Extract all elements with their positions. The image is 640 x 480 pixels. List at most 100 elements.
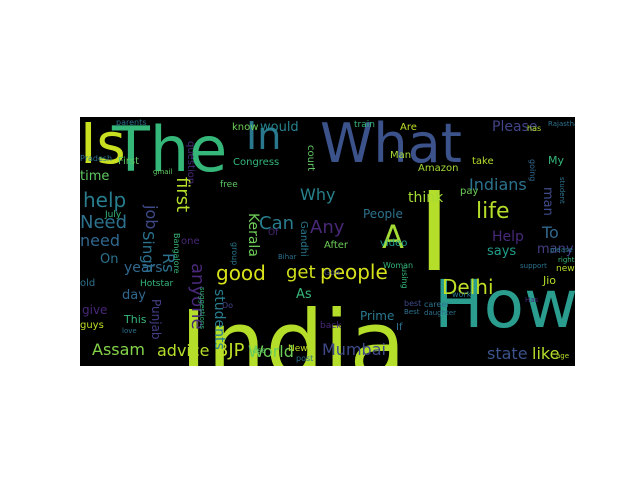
cloud-word: people [320, 260, 388, 284]
cloud-word: As [296, 287, 312, 302]
cloud-word: Need [80, 212, 128, 233]
cloud-word: Bihar [278, 253, 297, 261]
cloud-word: Goa [324, 268, 340, 277]
cloud-word: day [122, 288, 146, 303]
cloud-word: Indians [469, 175, 527, 194]
cloud-word: Jio [543, 274, 557, 287]
cloud-word: post [296, 354, 314, 363]
cloud-word: get [286, 262, 316, 283]
cloud-word: would [260, 120, 299, 135]
cloud-word: career [424, 300, 450, 309]
cloud-word: job [142, 205, 161, 230]
cloud-word: use [252, 346, 267, 355]
cloud-word: please [550, 246, 573, 254]
cloud-word: help [83, 188, 127, 212]
word-cloud: IndiaIndianWhatITheHowIsInApeopleDelhige… [80, 117, 575, 366]
cloud-word: Any [310, 217, 345, 238]
cloud-word: pay [460, 186, 479, 197]
cloud-word: state [487, 344, 528, 363]
cloud-word: Man [390, 150, 412, 161]
cloud-word: suggestions [198, 287, 206, 329]
cloud-word: know [232, 122, 259, 133]
cloud-word: Can [259, 213, 295, 234]
cloud-word: Best [404, 308, 420, 316]
cloud-word: World [248, 342, 294, 361]
cloud-word: going [528, 159, 537, 182]
cloud-word: Do [222, 301, 234, 310]
cloud-word: BJP [216, 340, 245, 361]
cloud-word: work [452, 290, 472, 299]
cloud-word: Congress [233, 157, 280, 168]
cloud-word: Kerala [245, 213, 261, 257]
cloud-word: has [527, 124, 542, 133]
cloud-word: love [122, 327, 137, 335]
cloud-word: On [100, 252, 119, 267]
cloud-word: court [305, 145, 316, 171]
cloud-word: Delhi [442, 275, 494, 299]
cloud-word: years [124, 260, 163, 276]
cloud-word: life [476, 199, 510, 224]
cloud-word: man [540, 187, 555, 216]
cloud-word: support [520, 262, 547, 270]
cloud-word: students [211, 289, 227, 350]
cloud-word: like [532, 344, 560, 363]
cloud-word: Of [268, 228, 279, 238]
cloud-word: Pradesh [80, 154, 113, 163]
cloud-word: Punjab [149, 299, 163, 340]
cloud-word: good [216, 261, 266, 285]
cloud-word: daughter [424, 309, 456, 317]
cloud-word: My [548, 154, 565, 167]
cloud-word: advice [157, 341, 210, 360]
cloud-word: If [396, 322, 403, 333]
cloud-word: says [487, 244, 517, 259]
cloud-word: Help [492, 229, 524, 245]
cloud-word: This [124, 313, 147, 326]
cloud-word: take [472, 156, 494, 167]
cloud-word: What [320, 117, 462, 175]
cloud-word: Is [80, 117, 126, 177]
cloud-word: In [246, 117, 282, 158]
cloud-word: right [558, 256, 575, 264]
cloud-word: many [537, 242, 574, 257]
cloud-word: Why [300, 185, 336, 204]
cloud-word: Has [525, 296, 539, 304]
cloud-word: Hotstar [140, 279, 174, 289]
cloud-word: Mumbai [322, 340, 386, 359]
cloud-word: New [288, 344, 308, 354]
cloud-word: give [82, 303, 108, 317]
cloud-word: Please [492, 119, 538, 135]
cloud-word: After [324, 240, 349, 251]
cloud-word: question [185, 141, 196, 185]
cloud-word: Bangalore [172, 233, 181, 274]
cloud-word: Amazon [418, 163, 459, 174]
cloud-word: India [180, 291, 406, 367]
cloud-word: train [354, 120, 375, 130]
cloud-word: Woman [383, 261, 414, 270]
cloud-word: age [556, 352, 570, 360]
cloud-word: To [542, 223, 559, 242]
cloud-word: guys [80, 320, 104, 331]
cloud-word: Are [400, 122, 417, 133]
cloud-word: Rajasthan [548, 120, 575, 128]
cloud-word: First [118, 156, 140, 167]
cloud-word: July [105, 210, 122, 220]
cloud-word: time [80, 169, 110, 184]
cloud-word: think [408, 190, 444, 206]
cloud-word: back [320, 321, 342, 331]
cloud-word: A [382, 218, 404, 256]
cloud-word: parents [116, 118, 147, 127]
cloud-word: Prime [360, 309, 395, 323]
cloud-word: need [80, 231, 120, 250]
cloud-word: one [181, 236, 200, 247]
cloud-word: new [556, 264, 575, 274]
cloud-word: using [400, 267, 409, 289]
cloud-word: best [404, 299, 422, 308]
cloud-word: Gandhi [298, 221, 309, 257]
cloud-word: Assam [92, 340, 146, 359]
cloud-word: gmail [153, 168, 173, 176]
cloud-word: The [112, 117, 228, 186]
cloud-word: I [418, 168, 451, 296]
cloud-word: group [230, 242, 239, 266]
cloud-word: video [380, 238, 408, 249]
cloud-word: student [558, 177, 566, 204]
